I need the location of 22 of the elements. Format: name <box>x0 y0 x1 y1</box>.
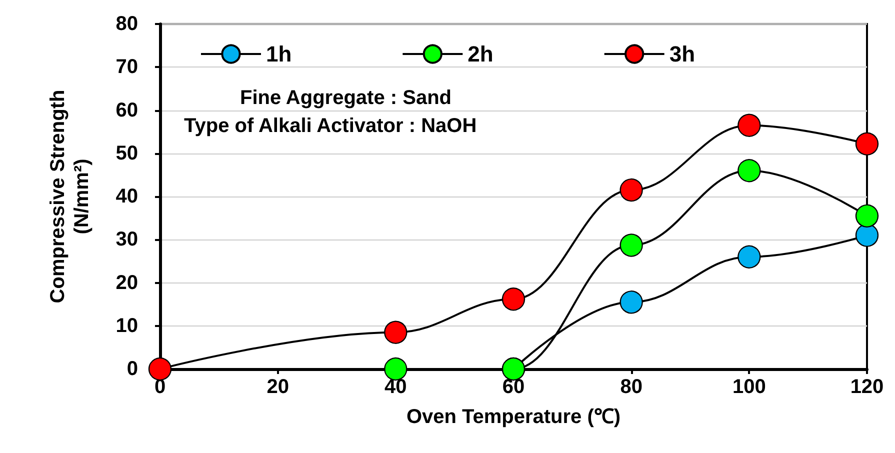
y-tick-label: 50 <box>116 142 138 164</box>
x-tick-label: 100 <box>732 376 766 398</box>
legend-label: 1h <box>266 42 292 66</box>
y-tick-label: 60 <box>116 99 138 122</box>
y-tick-label: 0 <box>126 358 138 380</box>
y-tick-label: 20 <box>116 272 138 294</box>
legend-label: 3h <box>669 42 696 66</box>
x-tick-label: 20 <box>266 376 289 398</box>
y-tick-label: 10 <box>116 314 138 337</box>
x-tick-label: 80 <box>620 376 642 398</box>
y-tick-label: 70 <box>116 56 138 78</box>
annotation: Type of Alkali Activator : NaOH <box>184 115 477 137</box>
x-tick-label: 120 <box>850 376 884 398</box>
y-tick-label: 30 <box>116 228 138 251</box>
x-tick-label: 40 <box>384 376 407 398</box>
x-axis-title: Oven Temperature (℃) <box>406 406 621 428</box>
y-tick-label: 80 <box>116 13 138 35</box>
x-tick-label: 60 <box>502 376 525 398</box>
annotation: Fine Aggregate : Sand <box>240 87 452 109</box>
y-tick-label: 40 <box>116 186 138 208</box>
legend-label: 2h <box>468 42 494 66</box>
y-axis-title: Compressive Strength (N/mm²) <box>47 90 93 304</box>
